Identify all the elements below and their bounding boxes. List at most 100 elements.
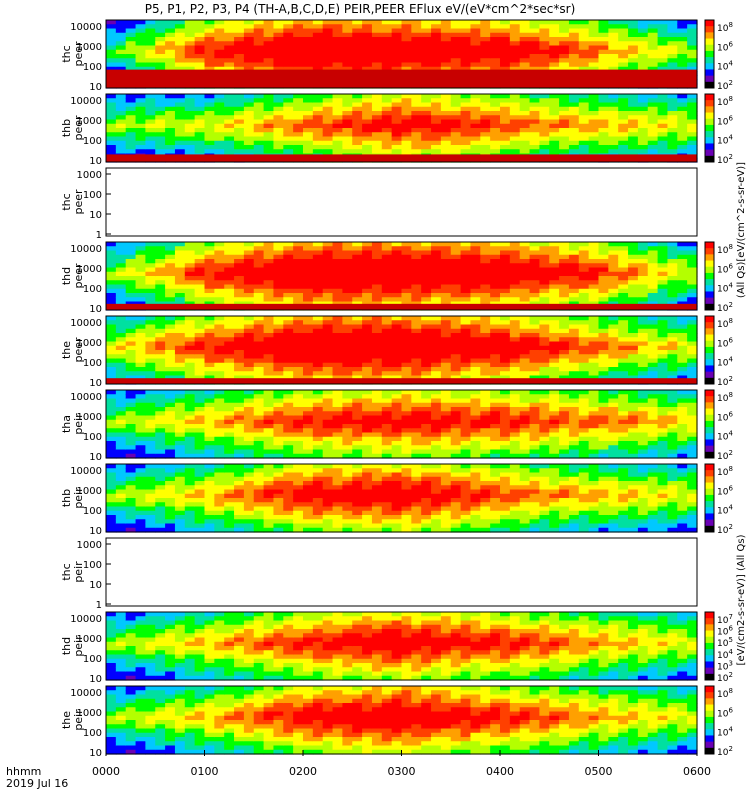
spec-cell	[451, 329, 461, 334]
spec-cell	[589, 325, 599, 330]
spec-cell	[214, 285, 224, 290]
spec-cell	[608, 115, 618, 120]
spec-cell	[411, 342, 421, 347]
spec-cell	[667, 371, 677, 376]
spec-cell	[539, 276, 549, 281]
spec-cell	[195, 54, 205, 59]
spec-cell	[175, 350, 185, 355]
spec-cell	[313, 367, 323, 372]
spec-cell	[618, 346, 628, 351]
spec-cell	[441, 285, 451, 290]
spec-cell	[195, 399, 205, 404]
spec-cell	[224, 433, 234, 438]
spec-cell	[480, 329, 490, 334]
spec-cell	[116, 268, 126, 273]
spec-cell	[461, 416, 471, 421]
spec-cell	[323, 276, 333, 281]
spec-cell	[402, 103, 412, 108]
colorbar-swatch	[705, 328, 714, 335]
spec-cell	[392, 280, 402, 285]
spec-cell	[677, 437, 687, 442]
spec-cell	[402, 141, 412, 146]
spec-cell	[313, 132, 323, 137]
spec-cell	[402, 41, 412, 46]
spec-cell	[185, 276, 195, 281]
spec-cell	[313, 428, 323, 433]
spec-cell	[106, 242, 116, 247]
spec-cell	[549, 132, 559, 137]
spec-cell	[185, 268, 195, 273]
spec-cell	[618, 280, 628, 285]
spec-cell	[648, 359, 658, 364]
spec-cell	[539, 255, 549, 260]
spec-cell	[342, 255, 352, 260]
spec-cell	[461, 450, 471, 455]
spec-cell	[628, 450, 638, 455]
spec-cell	[510, 433, 520, 438]
spec-cell	[402, 145, 412, 150]
spec-cell	[431, 437, 441, 442]
spec-cell	[106, 464, 116, 469]
spec-cell	[638, 242, 648, 247]
spec-cell	[185, 450, 195, 455]
spec-cell	[618, 416, 628, 421]
spec-cell	[628, 428, 638, 433]
spec-cell	[195, 325, 205, 330]
ytick-tha_peir: 10	[89, 452, 102, 463]
spec-cell	[638, 120, 648, 125]
spec-cell	[539, 441, 549, 446]
spec-cell	[254, 246, 264, 251]
spec-cell	[313, 137, 323, 142]
colorbar-tick-thd_peer: 106	[717, 262, 733, 275]
spec-cell	[333, 46, 343, 51]
spec-cell	[658, 50, 668, 55]
spec-cell	[224, 280, 234, 285]
spec-cell	[352, 94, 362, 99]
spec-cell	[313, 41, 323, 46]
spec-cell	[136, 293, 146, 298]
colorbar-swatch	[705, 304, 714, 311]
spec-cell	[658, 41, 668, 46]
spec-cell	[283, 20, 293, 25]
spec-cell	[155, 359, 165, 364]
spec-cell	[244, 37, 254, 42]
spec-cell	[579, 255, 589, 260]
spec-cell	[293, 333, 303, 338]
spec-cell	[333, 289, 343, 294]
spec-cell	[254, 111, 264, 116]
spec-cell	[126, 259, 136, 264]
spec-cell	[500, 411, 510, 416]
spec-cell	[362, 255, 372, 260]
spec-cell	[411, 124, 421, 129]
spec-cell	[224, 50, 234, 55]
spec-cell	[254, 359, 264, 364]
spec-cell	[323, 346, 333, 351]
spec-cell	[451, 141, 461, 146]
spec-cell	[687, 350, 697, 355]
spec-cell	[382, 420, 392, 425]
spec-cell	[677, 276, 687, 281]
spec-cell	[421, 342, 431, 347]
spec-cell	[470, 149, 480, 154]
spec-cell	[136, 420, 146, 425]
spec-cell	[530, 128, 540, 133]
spec-cell	[667, 272, 677, 277]
spec-cell	[382, 251, 392, 256]
spec-cell	[372, 350, 382, 355]
spec-cell	[667, 329, 677, 334]
spec-cell	[106, 20, 116, 25]
spec-cell	[372, 371, 382, 376]
spec-cell	[342, 46, 352, 51]
spec-cell	[470, 58, 480, 63]
spec-cell	[234, 272, 244, 277]
spec-cell	[480, 354, 490, 359]
spec-cell	[352, 285, 362, 290]
spec-cell	[628, 280, 638, 285]
spec-cell	[126, 46, 136, 51]
spec-cell	[352, 363, 362, 368]
spec-cell	[155, 242, 165, 247]
spec-cell	[205, 346, 215, 351]
spec-cell	[402, 441, 412, 446]
spec-cell	[579, 403, 589, 408]
